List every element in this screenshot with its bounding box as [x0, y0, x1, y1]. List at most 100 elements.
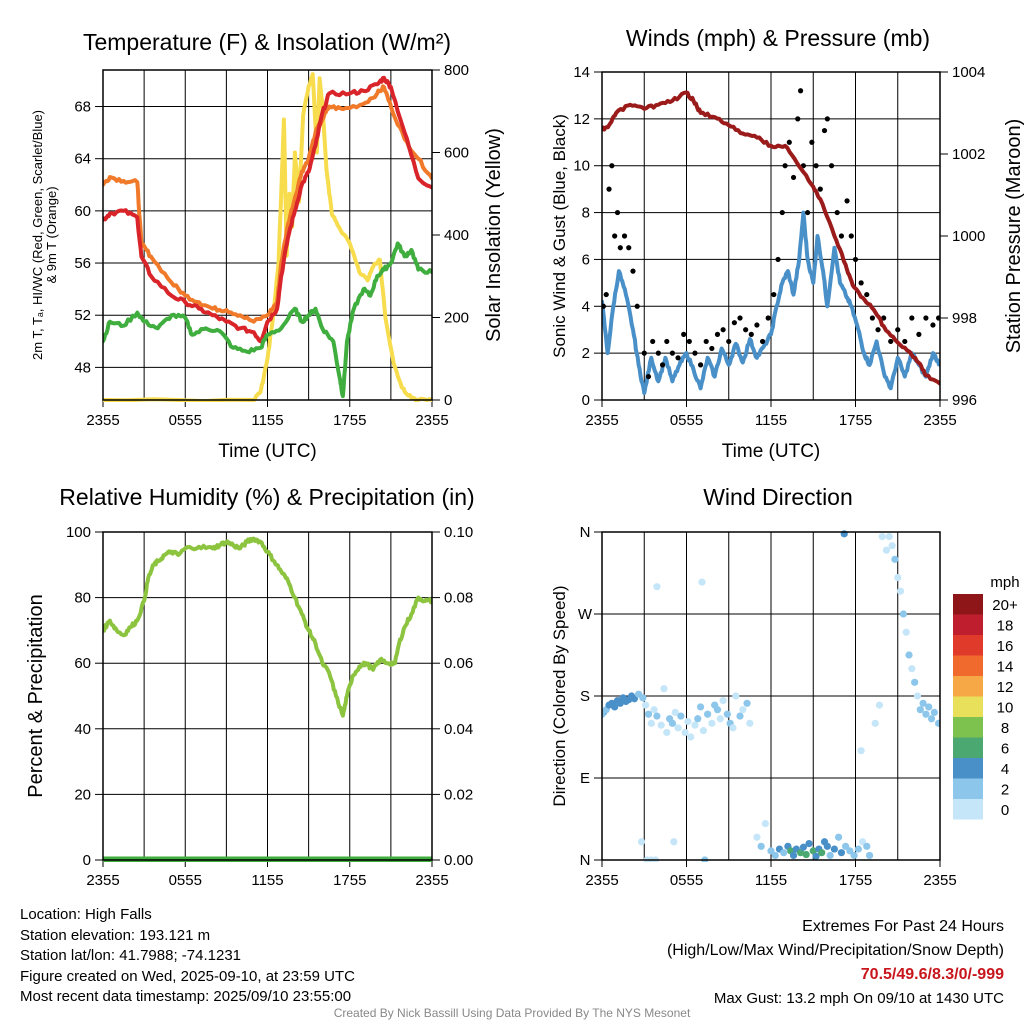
gust-point [754, 322, 760, 328]
temp-chart: Temperature (F) & Insolation (W/m²) 2355 0… [30, 29, 505, 462]
x-tick-label: 0555 [670, 412, 703, 429]
direction-point [723, 710, 731, 718]
plot-frame [601, 71, 941, 401]
gust-point [765, 315, 771, 321]
y2-tick-label: 996 [952, 392, 977, 409]
gust-point [864, 291, 870, 298]
direction-point [789, 851, 798, 860]
direction-point [809, 847, 817, 855]
legend-swatch [953, 676, 983, 697]
direction-point [930, 708, 938, 717]
recent-timestamp-text: Most recent data timestamp: 2025/09/10 2… [20, 988, 352, 1005]
y-axis-label: 2m T, Tₐ, HI/WC (Red, Green, Scarlet/Blu… [30, 110, 45, 360]
gust-point [609, 163, 615, 169]
y-tick-label: 60 [74, 203, 91, 220]
gust-point [655, 350, 661, 356]
x-axis-label: Time (UTC) [722, 441, 821, 462]
chart-title: Wind Direction [703, 484, 853, 510]
x-tick-label: 2355 [923, 872, 956, 889]
direction-point [771, 851, 779, 860]
direction-point [657, 721, 665, 729]
gust-point [824, 116, 830, 122]
plot-area [602, 88, 940, 395]
series-line-relative-humidity [103, 536, 432, 718]
elevation-text: Station elevation: 193.121 m [20, 926, 211, 944]
direction-point [670, 838, 678, 846]
x-tick-label: 2355 [923, 412, 956, 429]
gust-point [720, 327, 726, 333]
gust-point [782, 163, 788, 169]
legend-label: 8 [1001, 720, 1009, 737]
direction-point [802, 850, 810, 859]
direction-point [905, 651, 913, 659]
direction-point [896, 587, 905, 595]
x-tick-label: 1155 [755, 412, 787, 429]
direction-point [805, 840, 813, 848]
y-tick-label: 6 [582, 251, 590, 268]
direction-point [611, 703, 619, 711]
y2-axis-label: Station Pressure (Maroon) [1003, 119, 1024, 354]
gust-point [709, 345, 715, 352]
gust-point [617, 245, 623, 251]
direction-point [837, 849, 846, 857]
extremes-subtitle: (High/Low/Max Wind/Precipitation/Snow De… [666, 942, 1004, 959]
legend-swatch [953, 635, 983, 656]
y-tick-label: 80 [74, 590, 91, 607]
direction-point [891, 555, 899, 563]
gust-point [606, 186, 612, 192]
legend-label: 16 [997, 638, 1014, 655]
gust-point [790, 174, 797, 181]
gust-point [828, 163, 835, 169]
direction-point [653, 583, 661, 591]
y-tick-label: 100 [66, 524, 91, 541]
gust-point [848, 233, 854, 239]
direction-point [902, 628, 910, 636]
y2-tick-label: 600 [444, 145, 469, 162]
gust-point [686, 338, 692, 345]
plot-area [602, 530, 940, 862]
direction-point [602, 710, 606, 718]
legend-swatch [953, 799, 983, 820]
legend-swatch [953, 696, 983, 717]
direction-point [885, 532, 893, 541]
created-text: Figure created on Wed, 2025-09-10, at 23… [20, 967, 355, 985]
gust-point [659, 362, 666, 368]
y-tick-label: 14 [573, 64, 590, 81]
direction-point [858, 838, 867, 846]
direction-point [927, 715, 936, 723]
legend-label: 0 [1001, 802, 1009, 819]
series-line-9m-t [103, 84, 432, 324]
direction-point [878, 532, 886, 541]
y2-tick-label: 0.02 [444, 786, 473, 803]
legend-label: 18 [997, 618, 1014, 635]
gust-point [621, 233, 628, 239]
direction-point [630, 695, 638, 703]
series-line-2m-t [103, 75, 432, 344]
gust-point [875, 327, 881, 333]
direction-point [719, 696, 727, 705]
direction-point [846, 847, 854, 855]
gust-point [748, 331, 754, 337]
direction-point [674, 724, 682, 732]
legend-swatch [953, 594, 983, 615]
direction-point [919, 699, 927, 707]
latlon-text: Station lat/lon: 41.7988; -74.1231 [20, 947, 242, 964]
gust-point [805, 209, 811, 216]
direction-point [875, 701, 884, 709]
direction-point [894, 573, 902, 582]
legend-swatch [953, 758, 983, 779]
credit-text: Created By Nick Bassill Using Data Provi… [333, 1006, 691, 1020]
direction-point [660, 685, 668, 693]
direction-point [708, 719, 716, 727]
direction-point [736, 712, 744, 720]
rh-chart: Relative Humidity (%) & Precipitation (i… [25, 484, 475, 889]
x-tick-label: 2355 [415, 872, 448, 889]
y-axis-label: Sonic Wind & Gust (Blue, Black) [550, 114, 569, 358]
y-tick-label: W [578, 606, 593, 623]
y-tick-label: 2 [582, 345, 590, 362]
series-line-solar-insolation [103, 72, 432, 402]
direction-point [671, 708, 679, 717]
direction-point [642, 701, 650, 709]
x-tick-label: 2355 [585, 872, 618, 889]
direction-point [684, 717, 692, 726]
